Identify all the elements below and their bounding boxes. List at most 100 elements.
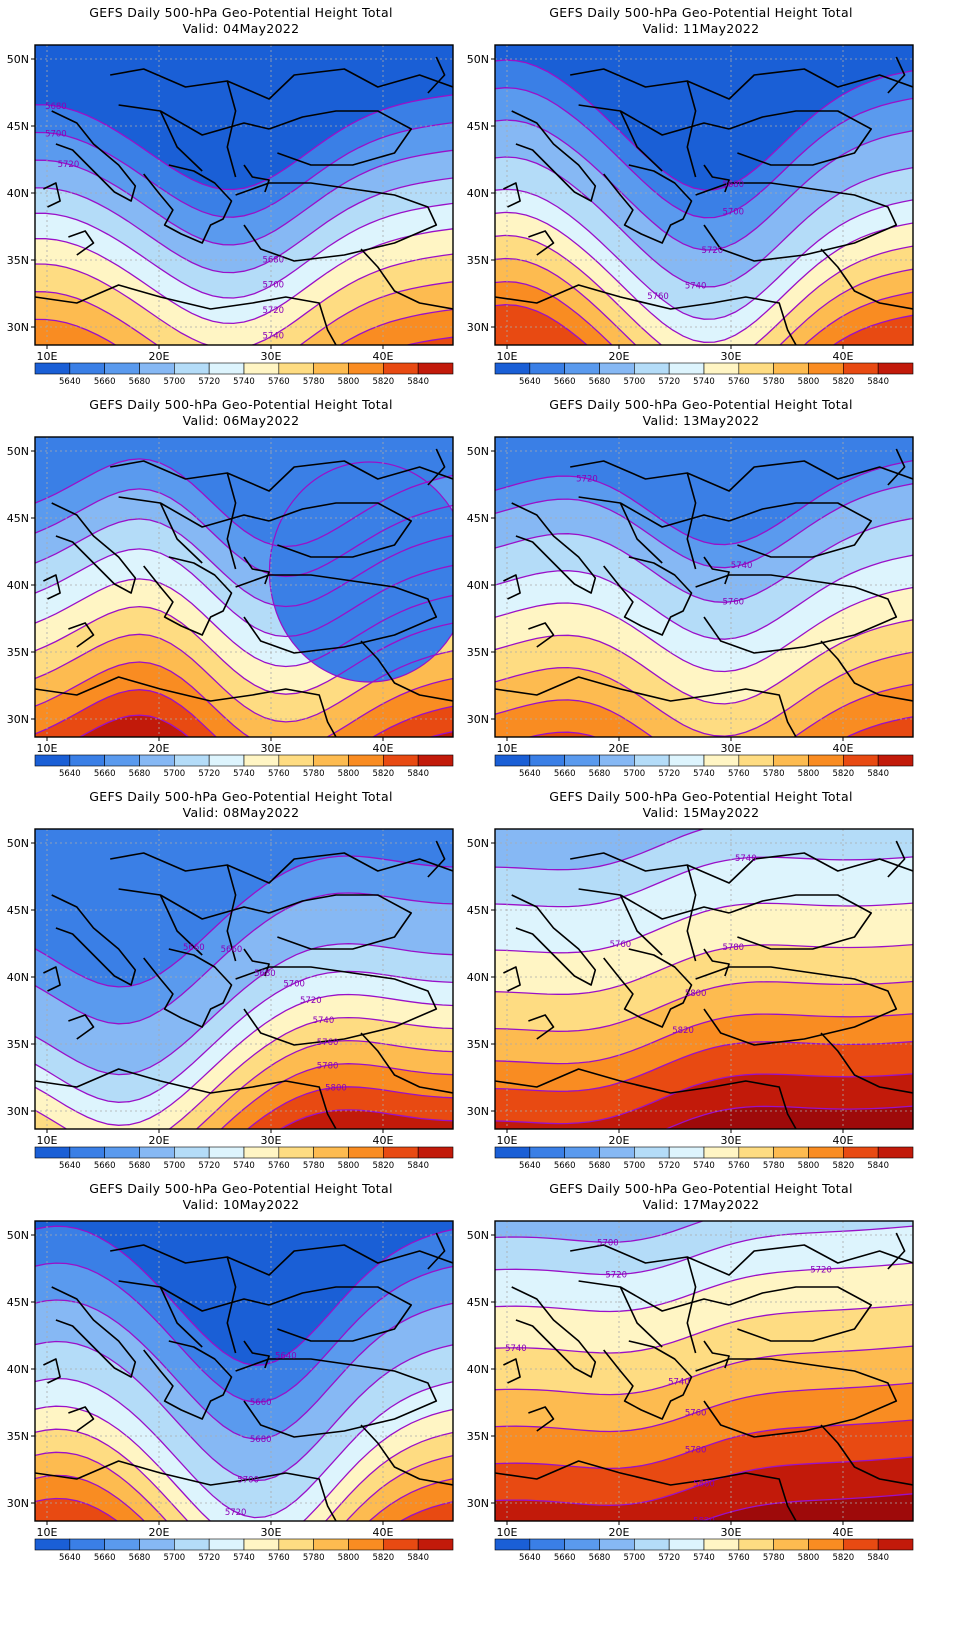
coastline [619, 502, 663, 564]
colorbar-label: 5820 [833, 1553, 855, 1563]
colorbar-cell [703, 362, 740, 375]
height-band [35, 1498, 453, 1521]
coastline [703, 1340, 730, 1369]
colorbar-label: 5760 [728, 377, 750, 387]
coastline [143, 948, 233, 1028]
lat-tick-label: 50N [467, 837, 489, 850]
contour-line [495, 1419, 913, 1470]
coastline [268, 502, 412, 558]
colorbar-cell [69, 362, 105, 375]
coastline [143, 1340, 233, 1420]
colorbar-cell [313, 1538, 349, 1551]
contour-label: 5800 [325, 1083, 347, 1093]
contour-line [495, 59, 913, 191]
contour-line [35, 993, 453, 1126]
coastline [887, 448, 906, 486]
map-frame [494, 44, 914, 346]
panel-title: GEFS Daily 500-hPa Geo-Potential Height … [89, 1181, 393, 1196]
colorbar-cell [877, 754, 914, 767]
colorbar-cell [139, 362, 175, 375]
colorbar-label: 5840 [867, 769, 889, 779]
colorbar-cell [313, 754, 349, 767]
lat-tick-label: 35N [7, 254, 29, 267]
colorbar-label: 5820 [833, 1161, 855, 1171]
colorbar-cell [174, 362, 210, 375]
contour-label: 5740 [505, 1344, 527, 1354]
colorbar-label: 5660 [94, 1161, 116, 1171]
map-svg: 5680 5700 5720 5680 5700 5720 5740 5760 5780 50N 4… [7, 44, 454, 387]
lat-tick-label: 30N [467, 713, 489, 726]
lat-tick-label: 30N [7, 321, 29, 334]
lat-tick-label: 30N [7, 1105, 29, 1118]
map-svg: 5700 5720 5720 5740 5740 5760 5780 5800 5820 50N 4… [467, 1220, 914, 1563]
contour-line [35, 308, 453, 345]
coastline [360, 1032, 453, 1094]
coastline [43, 182, 61, 208]
contour-line [495, 1221, 705, 1243]
height-band [280, 1109, 453, 1129]
colorbar-label: 5800 [338, 1161, 360, 1171]
colorbar-label: 5640 [519, 377, 541, 387]
contour-label: 5780 [317, 1061, 339, 1071]
colorbar-cell [634, 362, 670, 375]
colorbar-cell [104, 1146, 140, 1159]
coastline [686, 80, 697, 178]
lon-tick-label: 30E [261, 1526, 282, 1539]
colorbar-label: 5820 [373, 1553, 395, 1563]
contour-label: 5660 [250, 1398, 272, 1408]
colorbar-cell [773, 754, 809, 767]
coastline [268, 894, 412, 950]
colorbar-cell [703, 1538, 740, 1551]
contour-label: 5660 [183, 943, 205, 953]
coastline [619, 1286, 663, 1348]
lon-tick-label: 20E [609, 350, 630, 363]
colorbar-label: 5780 [763, 377, 785, 387]
colorbar-cell [278, 1146, 314, 1159]
coastline [728, 502, 872, 558]
coastline [511, 894, 597, 986]
colorbar-label: 5680 [129, 769, 151, 779]
coastline [528, 1014, 555, 1040]
map-frame [494, 1220, 914, 1522]
height-band [495, 684, 913, 737]
colorbar-cell [529, 754, 565, 767]
coastline [603, 1340, 693, 1420]
contour-line [279, 1109, 453, 1129]
lon-tick-label: 10E [37, 1134, 58, 1147]
colorbar-cell [599, 1538, 635, 1551]
lat-tick-label: 45N [7, 512, 29, 525]
coastline [619, 894, 663, 956]
coastline [226, 472, 237, 570]
map-svg: 5640 5660 5680 5700 5720 5740 5760 50N 45N 40N 35N… [7, 1220, 454, 1563]
contour-line [495, 234, 913, 345]
lat-tick-label: 50N [467, 445, 489, 458]
coastline [159, 1286, 203, 1348]
colorbar-cell [564, 754, 600, 767]
coastline [887, 56, 906, 94]
contour-line [495, 304, 913, 345]
panel-title: GEFS Daily 500-hPa Geo-Potential Height … [89, 397, 393, 412]
contour-line [495, 1073, 913, 1125]
map-svg: 5720 5740 5760 50N 45N 40N 35N 30N 10E 20E 30E 40E 5… [467, 436, 914, 779]
contour-line [35, 1225, 453, 1366]
contour-label: 5680 [45, 102, 67, 112]
height-band [495, 258, 913, 345]
lon-tick-label: 40E [373, 1526, 394, 1539]
colorbar-label: 5780 [303, 1161, 325, 1171]
contour-label: 5720 [605, 1270, 627, 1280]
lon-tick-label: 30E [721, 742, 742, 755]
colorbar-cell [843, 1538, 879, 1551]
colorbar-label: 5840 [407, 769, 429, 779]
contour-label: 5780 [722, 943, 744, 953]
colorbar-cell [69, 1538, 105, 1551]
lon-tick-label: 10E [497, 1526, 518, 1539]
coastline [360, 248, 453, 310]
lon-tick-label: 10E [497, 350, 518, 363]
colorbar-label: 5700 [164, 769, 186, 779]
contour-line [495, 619, 913, 705]
contour-label: 5720 [735, 817, 757, 827]
colorbar-label: 5740 [693, 1553, 715, 1563]
colorbar-cell [313, 1146, 349, 1159]
contour-line [495, 1013, 913, 1065]
map-svg: 5660 5660 5680 5700 5720 5740 5760 5780 5800 5680… [7, 828, 454, 1171]
